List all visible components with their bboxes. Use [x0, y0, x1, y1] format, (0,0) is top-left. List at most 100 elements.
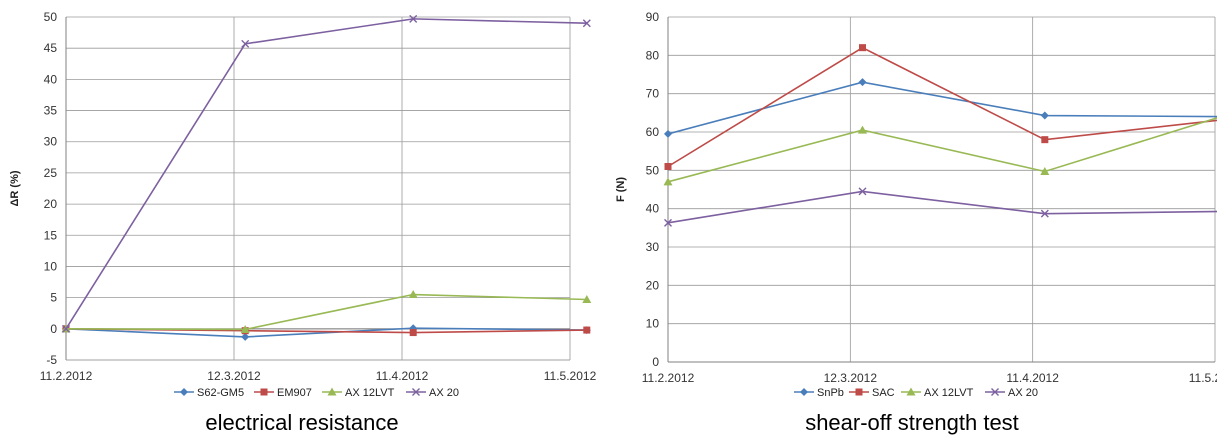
- y-axis-label: F (N): [615, 177, 627, 202]
- chart-caption: electrical resistance: [205, 410, 399, 435]
- data-point-ax-12lvt: [240, 324, 250, 333]
- legend-label: S62-GM5: [197, 387, 244, 399]
- legend-marker: [800, 388, 808, 396]
- y-tick-label: 35: [44, 104, 58, 118]
- data-point-ax-20: [664, 218, 672, 227]
- legend-item-s62-gm5: S62-GM5: [174, 387, 244, 399]
- y-tick-label: 0: [652, 355, 659, 369]
- y-tick-label: 40: [646, 202, 660, 216]
- legend-item-ax-12lvt: AX 12LVT: [901, 387, 974, 399]
- y-axis-label: ΔR (%): [9, 170, 21, 206]
- legend-marker: [906, 387, 916, 396]
- chart-panel-shear-off-strength: 0 10 20 30 40 50 60 70 80 90 11.2.2012 12.3.2012 11.…: [612, 0, 1217, 443]
- data-point-ax-20: [858, 187, 867, 196]
- legend-marker: [260, 388, 268, 396]
- y-tick-label: 50: [44, 10, 58, 24]
- data-point-snpb: [1040, 111, 1049, 120]
- y-tick-label: 20: [646, 278, 660, 292]
- x-tick-label: 12.3.2012: [207, 369, 261, 383]
- series-line-snpb: [667, 81, 1217, 135]
- y-tick-label: 90: [646, 10, 660, 24]
- chart-caption: shear-off strength test: [805, 410, 1019, 435]
- y-tick-label: 40: [44, 72, 58, 86]
- legend-item-sac: SAC: [849, 387, 895, 399]
- chart-panel-electrical-resistance: -5 0 5 10 15 20 25 30 35 40 45 50 11.2.2012 12.3.2012…: [2, 0, 602, 443]
- legend-marker: [412, 388, 420, 396]
- series-line-ax-12lvt: [667, 117, 1217, 183]
- data-point-ax-12lvt: [408, 290, 418, 299]
- y-tick-label: 70: [646, 87, 660, 101]
- legend-marker: [180, 388, 188, 396]
- legend-label: AX 20: [1008, 387, 1038, 399]
- y-tick-label: 45: [44, 41, 58, 55]
- legend-label: AX 20: [429, 387, 459, 399]
- legend-item-ax-20: AX 20: [985, 387, 1038, 399]
- data-point-em907: [409, 329, 417, 337]
- legend-label: SAC: [872, 387, 895, 399]
- y-tick-labels: 0 10 20 30 40 50 60 70 80 90: [646, 10, 660, 369]
- data-point-snpb: [858, 78, 867, 87]
- y-tick-label: 0: [50, 322, 57, 336]
- data-point-ax-12lvt: [1040, 166, 1050, 175]
- data-point-ax-20: [241, 39, 250, 48]
- gridlines: [65, 16, 571, 361]
- data-point-sac: [858, 44, 866, 52]
- data-point-ax-12lvt: [857, 125, 867, 134]
- series-lines: [663, 44, 1217, 227]
- legend-label: EM907: [277, 387, 312, 399]
- series-line-ax-12lvt: [65, 293, 587, 331]
- x-tick-label: 11.2.2012: [40, 369, 93, 383]
- legend-marker: [991, 388, 999, 396]
- x-tick-label: 11.4.2012: [1006, 371, 1059, 385]
- x-tick-label: 11.5.2012: [544, 369, 597, 383]
- data-point-ax-12lvt: [582, 295, 592, 304]
- y-tick-label: 50: [646, 163, 660, 177]
- y-tick-label: -5: [46, 353, 57, 367]
- legend-label: SnPb: [817, 387, 844, 399]
- legend-marker: [855, 388, 863, 396]
- y-tick-labels: -5 0 5 10 15 20 25 30 35 40 45 50: [44, 10, 58, 367]
- data-point-sac: [1041, 136, 1049, 144]
- data-point-ax-20: [1040, 209, 1049, 218]
- x-tick-label: 11.4.2012: [376, 369, 429, 383]
- data-point-s62-gm5: [241, 332, 250, 341]
- y-tick-label: 60: [646, 125, 660, 139]
- gridlines: [667, 16, 1216, 363]
- y-tick-label: 25: [44, 166, 58, 180]
- series-line-ax-20: [667, 190, 1217, 224]
- electrical-resistance-chart: -5 0 5 10 15 20 25 30 35 40 45 50 11.2.2012 12.3.2012…: [9, 10, 597, 399]
- x-tick-labels: 11.2.2012 12.3.2012 11.4.2012 11.5.2012: [642, 371, 1217, 385]
- legend-label: AX 12LVT: [345, 387, 395, 399]
- legend: SnPb SAC AX 12LVT AX 20: [794, 387, 1038, 399]
- series-line-s62-gm5: [65, 327, 587, 338]
- x-tick-label: 11.5.2012: [1189, 371, 1217, 385]
- data-point-ax-20: [582, 19, 591, 28]
- x-tick-labels: 11.2.2012 12.3.2012 11.4.2012 11.5.2012: [40, 369, 597, 383]
- legend-item-ax-20: AX 20: [406, 387, 459, 399]
- data-point-ax-12lvt: [663, 177, 673, 186]
- data-point-snpb: [664, 129, 672, 138]
- y-tick-label: 30: [44, 135, 58, 149]
- series-line-sac: [667, 46, 1217, 168]
- series-lines: [61, 14, 592, 341]
- legend-item-ax-12lvt: AX 12LVT: [322, 387, 395, 399]
- legend: S62-GM5 EM907 AX 12LVT AX 20: [174, 387, 459, 399]
- data-point-ax-20: [62, 324, 70, 333]
- y-tick-label: 80: [646, 48, 660, 62]
- data-point-ax-20: [409, 14, 418, 23]
- y-tick-label: 10: [646, 317, 660, 331]
- data-point-em907: [583, 326, 591, 334]
- x-tick-label: 11.2.2012: [642, 371, 695, 385]
- y-tick-label: 20: [44, 197, 58, 211]
- y-tick-label: 15: [44, 228, 58, 242]
- legend-item-snpb: SnPb: [794, 387, 844, 399]
- y-tick-label: 5: [50, 291, 57, 305]
- series-line-ax-20: [65, 18, 587, 330]
- x-tick-label: 12.3.2012: [824, 371, 878, 385]
- legend-marker: [327, 387, 337, 396]
- y-tick-label: 30: [646, 240, 660, 254]
- data-point-sac: [664, 163, 672, 170]
- y-tick-label: 10: [44, 259, 58, 273]
- legend-label: AX 12LVT: [924, 387, 974, 399]
